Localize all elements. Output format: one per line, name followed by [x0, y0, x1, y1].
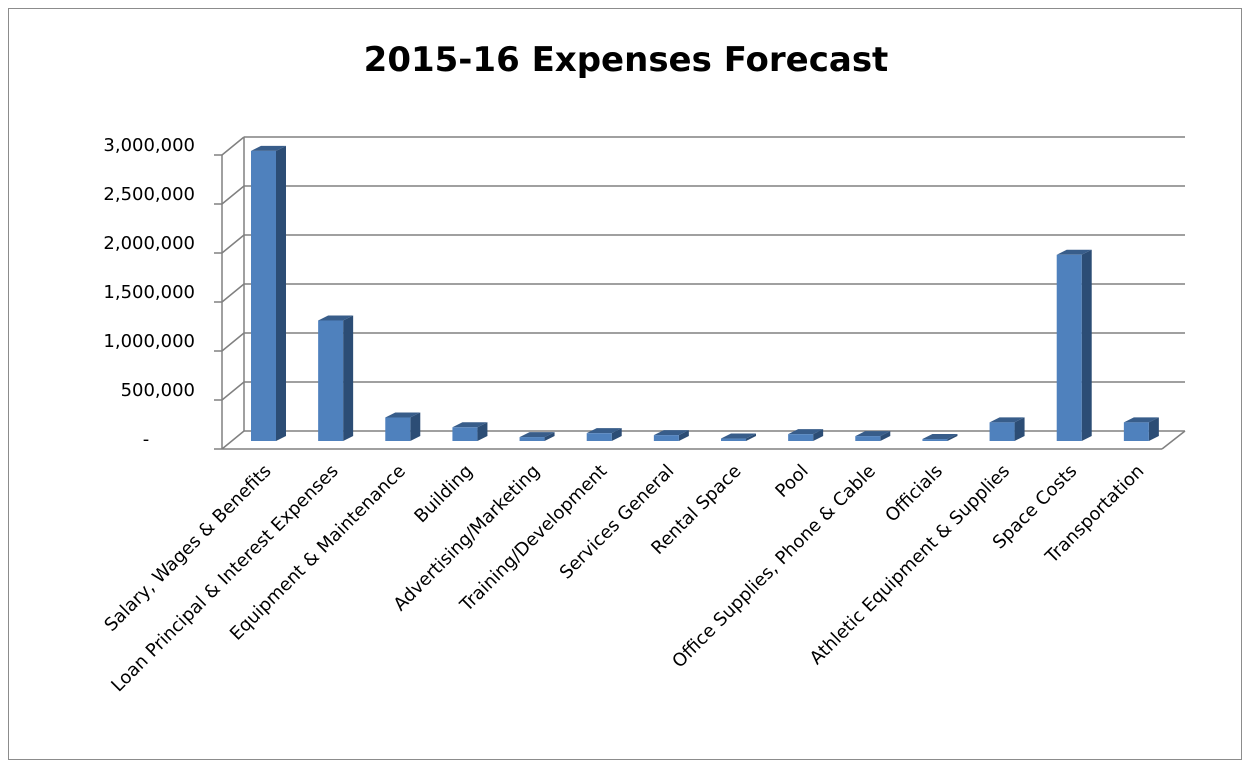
bar-top — [1123, 417, 1159, 423]
bar-side — [678, 430, 689, 441]
category-label: Pool — [771, 461, 812, 502]
floor-edge — [1161, 430, 1186, 450]
bar — [385, 417, 411, 441]
gridline-depth — [221, 283, 245, 303]
bar-top — [721, 433, 756, 439]
gridline-depth — [221, 185, 245, 205]
bar — [989, 422, 1015, 441]
gridline-depth — [221, 430, 245, 450]
bar-top — [922, 434, 958, 440]
bar-side — [1148, 417, 1159, 441]
bar-top — [1056, 249, 1092, 255]
bar — [519, 437, 545, 441]
y-tick-label: 2,500,000 — [103, 184, 195, 205]
bar — [855, 436, 881, 441]
bar-side — [1014, 417, 1025, 441]
bar — [1056, 254, 1082, 441]
bar-side — [276, 145, 286, 442]
bar-side — [1081, 249, 1092, 441]
bar — [721, 438, 746, 441]
bar-top — [519, 432, 555, 438]
y-tick-label: - — [143, 429, 150, 450]
gridline-depth — [221, 381, 245, 401]
bar-side — [544, 432, 555, 441]
y-tick-label: 3,000,000 — [103, 135, 195, 156]
bar-top — [452, 422, 488, 428]
chart-title: 2015-16 Expenses Forecast — [363, 40, 889, 80]
bar-side — [947, 434, 958, 441]
bar — [922, 439, 948, 441]
bar-side — [343, 315, 354, 441]
bar-side — [477, 422, 488, 441]
bar-side — [813, 429, 824, 441]
bar-top — [855, 431, 891, 437]
gridline-depth — [221, 234, 245, 254]
gridline-depth — [221, 332, 245, 352]
bar-top — [653, 430, 689, 436]
bar — [653, 435, 679, 441]
bar — [788, 434, 814, 441]
bar-side — [611, 428, 622, 441]
category-label: Officials — [881, 461, 947, 527]
y-tick-label: 2,000,000 — [103, 233, 195, 254]
bar-top — [251, 145, 286, 151]
chart-frame — [8, 8, 1242, 760]
bar-top — [586, 428, 622, 434]
bar-side — [880, 431, 891, 441]
bar — [318, 320, 344, 441]
category-label: Building — [410, 461, 476, 527]
y-tick-label: 500,000 — [121, 380, 195, 401]
y-tick-label: 1,000,000 — [103, 331, 195, 352]
bar-side — [746, 433, 756, 441]
category-label: Services General — [556, 461, 679, 584]
bar — [251, 150, 276, 442]
bar-top — [318, 315, 354, 321]
bar — [1123, 422, 1149, 441]
gridline-depth — [221, 136, 245, 156]
bar-top — [989, 417, 1025, 423]
bar — [586, 433, 612, 441]
bar — [452, 427, 478, 441]
bar-top — [788, 429, 824, 435]
y-tick-label: 1,500,000 — [103, 282, 195, 303]
bar-top — [385, 412, 421, 418]
bar-side — [410, 412, 421, 441]
